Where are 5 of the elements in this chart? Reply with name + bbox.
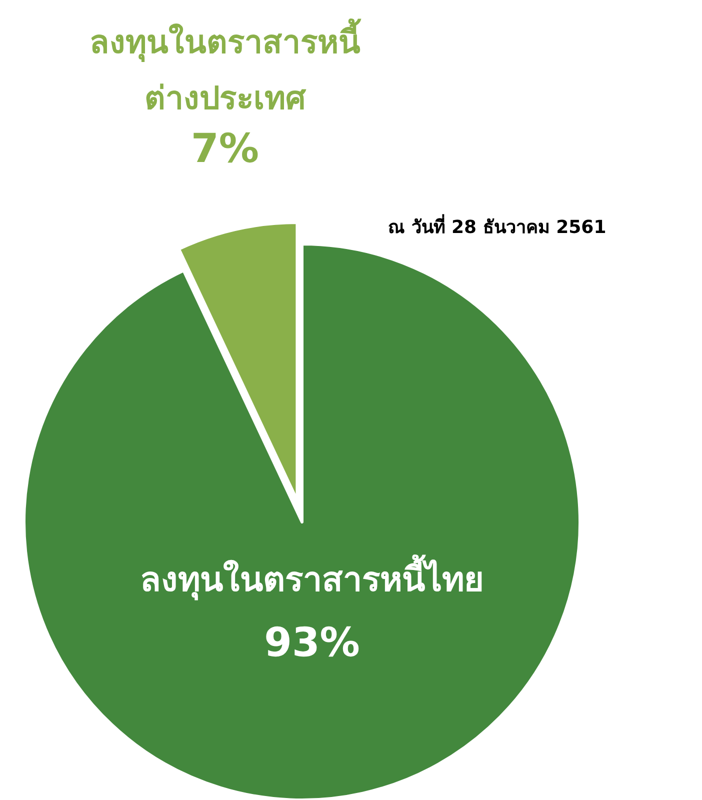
data-label: 93% (263, 620, 361, 666)
text: ณ วันที่ 28 ธันวาคม 2561 (388, 213, 606, 240)
slice-label: ลงทุนในตราสารหนี้ต่างประเทศ (88, 18, 362, 119)
data-label: 7% (190, 126, 260, 172)
slice-label: ลงทุนในตราสารหนี้ไทย (139, 554, 485, 602)
